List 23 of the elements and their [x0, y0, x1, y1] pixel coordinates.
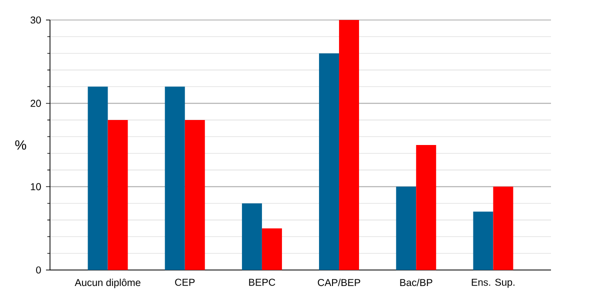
x-tick-label: Aucun diplôme	[74, 278, 140, 288]
y-tick-label: 0	[36, 266, 41, 274]
bar	[184, 120, 205, 270]
bar	[416, 145, 436, 270]
bar	[164, 86, 185, 270]
y-tick-label: 10	[30, 183, 41, 190]
bar	[396, 186, 416, 270]
bar	[242, 203, 262, 270]
bar	[339, 20, 360, 270]
y-axis-title: %	[15, 140, 26, 150]
x-tick-label: Bac/BP	[400, 278, 432, 286]
bar	[473, 212, 494, 270]
bar	[108, 120, 128, 270]
x-tick-label: BEPC	[249, 278, 276, 286]
x-tick-label: Ens. Sup.	[472, 278, 514, 288]
x-tick-label: CEP	[175, 278, 195, 286]
y-tick-label: 20	[30, 100, 41, 107]
x-tick-label: CAP/BEP	[318, 278, 360, 286]
bar	[319, 53, 340, 270]
bar	[88, 86, 108, 270]
bar	[262, 228, 282, 270]
bar	[493, 186, 514, 270]
y-tick-label: 30	[30, 16, 41, 24]
